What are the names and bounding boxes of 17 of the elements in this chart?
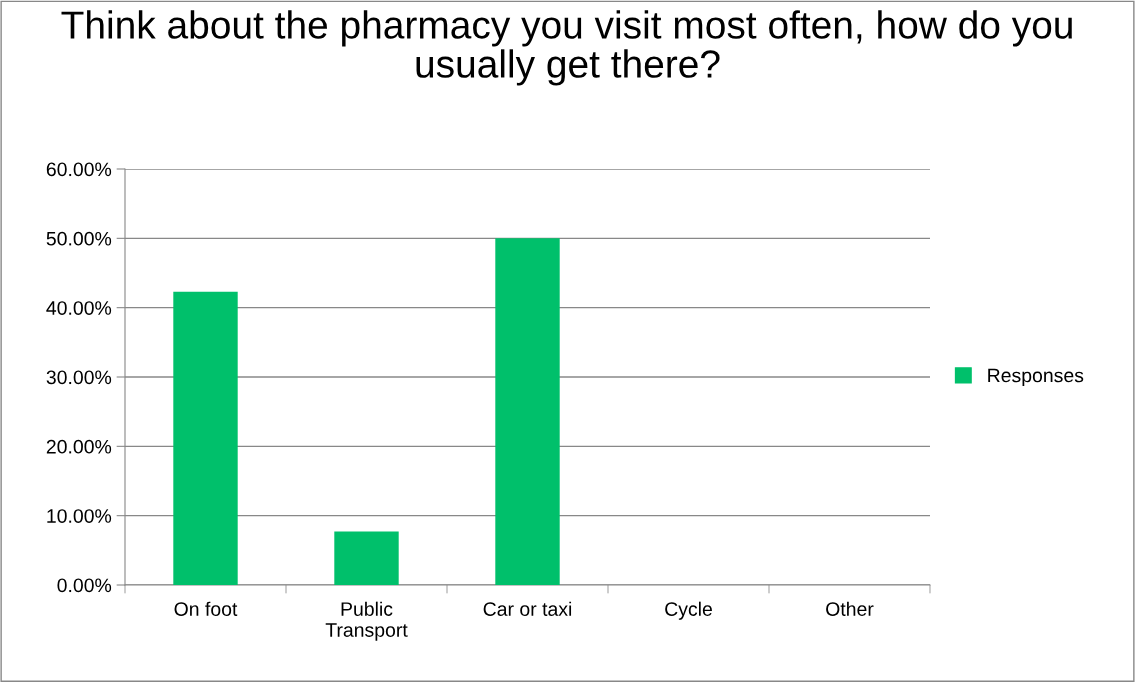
y-tick-label: 50.00% xyxy=(46,231,112,246)
bar xyxy=(173,291,238,585)
chart-title: Think about the pharmacy you visit most often, how do you usually get there? xyxy=(61,10,1072,86)
y-tick-label: 60.00% xyxy=(46,162,112,177)
bar xyxy=(334,531,399,585)
y-tick-label: 30.00% xyxy=(46,370,112,385)
bar xyxy=(495,238,560,585)
y-tick-label: 20.00% xyxy=(46,439,112,454)
y-tick-label: 40.00% xyxy=(46,301,112,315)
legend-label: Responses xyxy=(988,368,1084,387)
x-tick-label: Car or taxi xyxy=(483,601,572,616)
x-tick-label: Cycle xyxy=(665,601,712,620)
y-tick-label: 10.00% xyxy=(47,509,112,523)
y-tick-label: 0.00% xyxy=(57,578,112,593)
x-tick-label: On foot xyxy=(174,601,238,616)
x-tick-label: Other xyxy=(826,601,874,616)
x-tick-label: Public Transport xyxy=(325,601,408,641)
